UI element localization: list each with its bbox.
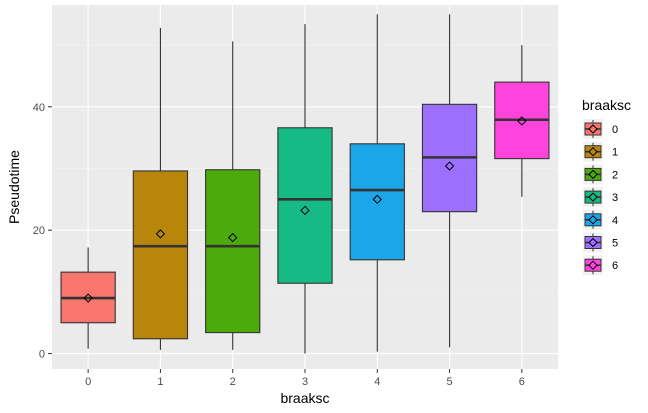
legend-label: 3 (612, 192, 618, 204)
mean-marker (228, 232, 238, 243)
x-tick-label: 0 (85, 376, 91, 388)
legend-item-5: 5 (583, 232, 618, 253)
x-tick-label: 5 (447, 376, 453, 388)
box-group-0 (60, 247, 116, 349)
x-tick-label: 2 (230, 376, 236, 388)
legend-key-mean-marker (588, 192, 598, 202)
legend-key-mean-marker (588, 146, 598, 157)
legend-item-4: 4 (583, 209, 618, 230)
x-tick-label: 6 (519, 376, 525, 388)
box-group-3 (277, 24, 333, 354)
box (205, 169, 261, 334)
box (132, 170, 189, 340)
box-group-1 (132, 27, 189, 350)
legend-title: braaksc (582, 97, 631, 113)
legend-item-1: 1 (583, 141, 618, 162)
mean-marker (444, 161, 455, 171)
y-axis: 0 20 40 (33, 102, 52, 361)
legend-key-mean-marker (588, 169, 598, 180)
mean-marker (155, 229, 166, 239)
legend-label: 5 (612, 238, 618, 250)
box (349, 143, 405, 261)
boxes (60, 14, 550, 354)
legend-label: 4 (612, 215, 618, 227)
box-group-5 (421, 14, 478, 348)
box-group-2 (205, 41, 261, 350)
legend: 0 1 2 3 4 5 6 (583, 119, 618, 276)
mean-marker (372, 194, 382, 205)
y-tick-label: 20 (33, 225, 45, 237)
box-group-4 (349, 14, 405, 352)
x-tick-label: 3 (302, 376, 308, 388)
legend-label: 1 (612, 147, 618, 159)
mean-marker (83, 293, 93, 303)
legend-key-mean-marker (588, 237, 598, 248)
legend-label: 0 (612, 124, 618, 136)
legend-label: 6 (612, 260, 618, 272)
mean-marker (517, 116, 527, 126)
x-tick-label: 4 (374, 376, 380, 388)
x-axis-title: braaksc (280, 390, 329, 406)
legend-item-2: 2 (583, 164, 618, 185)
legend-item-6: 6 (583, 255, 618, 276)
mean-marker (300, 205, 310, 216)
y-tick-label: 40 (33, 102, 45, 114)
legend-key-mean-marker (588, 124, 598, 134)
y-tick-label: 0 (39, 349, 45, 361)
legend-label: 2 (612, 169, 618, 181)
legend-key-mean-marker (588, 260, 598, 270)
y-axis-title: Pseudotime (6, 150, 22, 224)
box-group-6 (494, 45, 550, 197)
legend-key-mean-marker (588, 215, 598, 225)
legend-item-3: 3 (583, 187, 618, 208)
x-tick-label: 1 (157, 376, 163, 388)
box (277, 127, 333, 284)
legend-item-0: 0 (583, 119, 618, 139)
x-axis: 0 1 2 3 4 5 6 (85, 369, 525, 388)
